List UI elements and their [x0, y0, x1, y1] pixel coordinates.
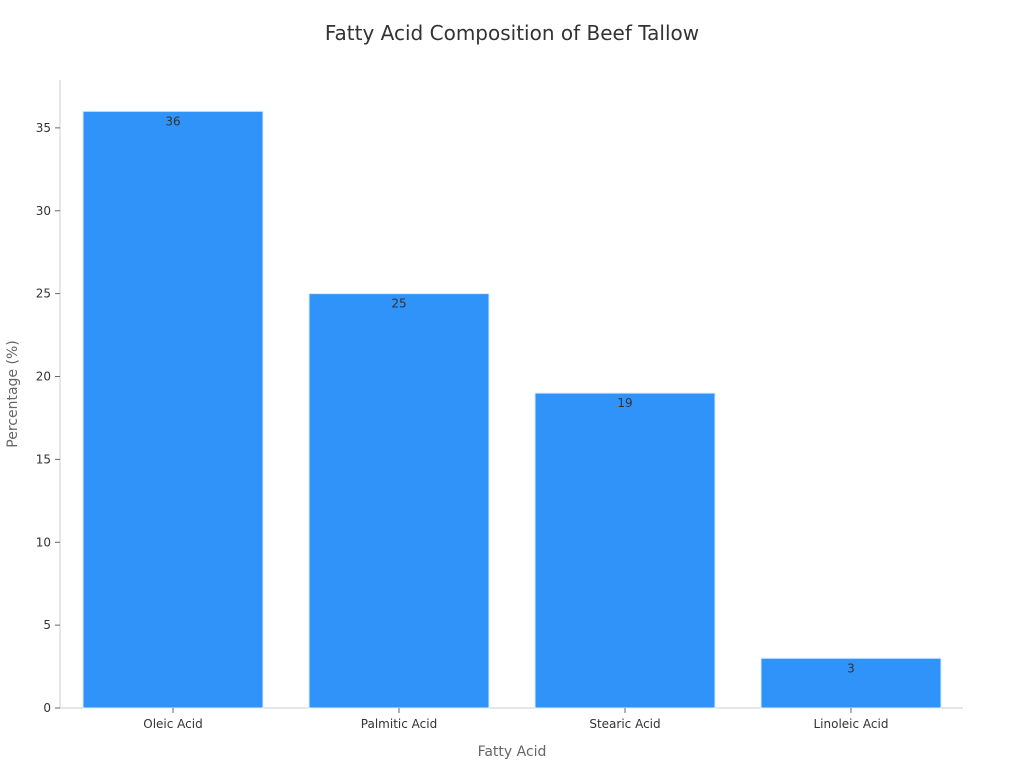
y-axis-ticks: 0 5 10 15 20 25 30 35: [36, 121, 60, 715]
y-tick-label: 0: [43, 701, 51, 715]
x-axis-title: Fatty Acid: [478, 744, 547, 760]
y-tick-label: 5: [43, 618, 51, 632]
bar-data-label: 36: [165, 114, 180, 128]
y-tick-label: 10: [36, 535, 51, 549]
bar: [82, 110, 264, 709]
bar-data-label: 3: [847, 661, 855, 675]
bar: [760, 657, 942, 709]
x-axis-ticks: Oleic Acid Palmitic Acid Stearic Acid Linol…: [143, 708, 888, 731]
x-tick-label: Palmitic Acid: [361, 717, 437, 731]
bar-data-label: 19: [617, 396, 632, 410]
y-tick-label: 25: [36, 287, 51, 301]
bars-group: 36 25 19 3: [82, 110, 942, 709]
y-tick-label: 30: [36, 204, 51, 218]
x-tick-label: Oleic Acid: [143, 717, 202, 731]
y-axis-title: Percentage (%): [5, 340, 21, 447]
y-tick-label: 20: [36, 370, 51, 384]
x-tick-label: Stearic Acid: [589, 717, 660, 731]
y-tick-label: 15: [36, 452, 51, 466]
bar: [308, 293, 490, 709]
bar-data-label: 25: [391, 297, 406, 311]
bar: [534, 392, 716, 709]
chart-title: Fatty Acid Composition of Beef Tallow: [325, 21, 699, 45]
y-tick-label: 35: [36, 121, 51, 135]
x-tick-label: Linoleic Acid: [814, 717, 889, 731]
